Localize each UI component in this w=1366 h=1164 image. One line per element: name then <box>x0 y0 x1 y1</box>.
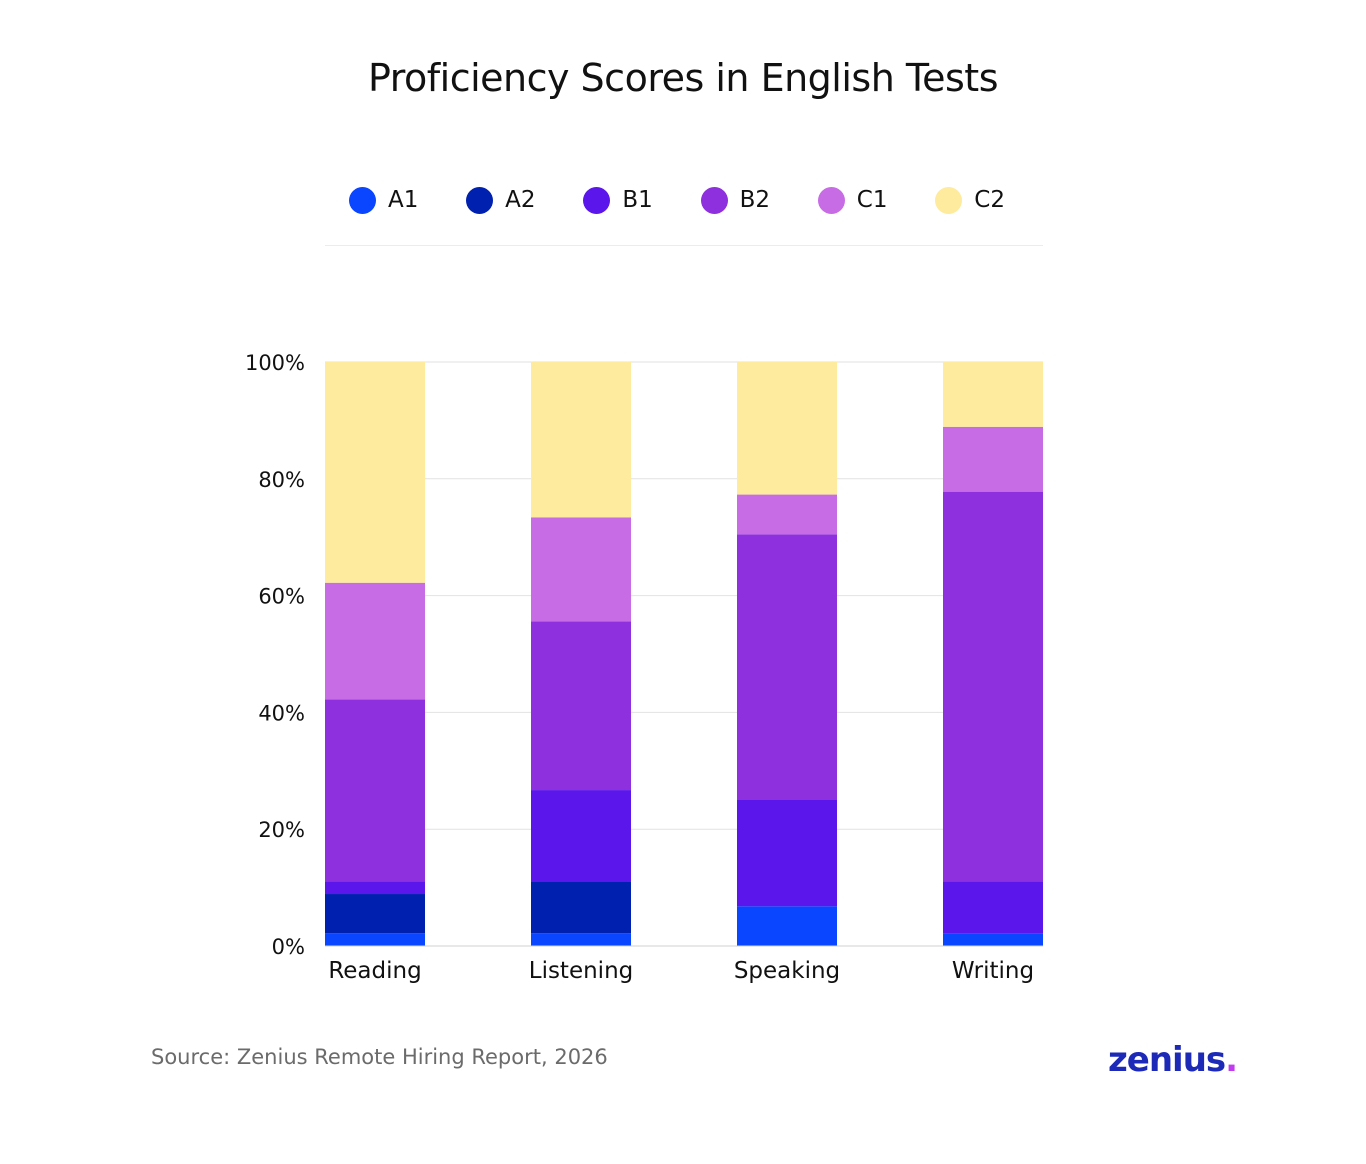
x-tick-label: Writing <box>952 958 1034 984</box>
legend-label: B1 <box>622 187 653 213</box>
legend-item-b1: B1 <box>583 186 653 214</box>
bar-segment-speaking-c2 <box>737 362 837 495</box>
legend-swatch <box>349 186 376 214</box>
x-tick-label: Listening <box>529 958 634 984</box>
source-note: Source: Zenius Remote Hiring Report, 202… <box>151 1045 608 1069</box>
bar-segment-reading-b1 <box>325 881 425 895</box>
bar-segment-writing-c2 <box>943 362 1043 427</box>
zenius-logo: zenius. <box>1108 1040 1238 1080</box>
x-tick-label: Reading <box>328 958 421 984</box>
legend-label: C2 <box>974 187 1005 213</box>
legend-swatch <box>583 186 611 214</box>
legend-swatch <box>817 186 845 214</box>
y-tick-label: 100% <box>245 351 305 375</box>
y-tick-label: 0% <box>272 935 305 959</box>
legend-swatch <box>700 186 728 214</box>
legend-label: A1 <box>388 187 419 213</box>
y-tick-label: 60% <box>258 585 305 609</box>
bar-segment-listening-c1 <box>531 517 631 622</box>
logo-text: zenius <box>1108 1040 1226 1080</box>
legend-label: C1 <box>856 187 888 213</box>
bar-segment-writing-c1 <box>943 426 1043 492</box>
y-tick-label: 20% <box>258 818 305 842</box>
chart-title: Proficiency Scores in English Tests <box>367 56 999 100</box>
logo-dot: . <box>1225 1040 1238 1080</box>
chart-legend: A1 A2 B1 B2 C1 C2 <box>325 180 1043 220</box>
bar-segment-reading-c2 <box>325 362 425 583</box>
legend-item-b2: B2 <box>700 186 770 214</box>
bar-segment-writing-b2 <box>943 491 1043 882</box>
legend-label: A2 <box>505 187 536 213</box>
bar-segment-speaking-b1 <box>737 800 837 907</box>
bar-segment-listening-b2 <box>531 621 631 791</box>
legend-divider <box>325 245 1043 246</box>
legend-swatch <box>466 186 494 214</box>
bar-segment-reading-c1 <box>325 582 425 700</box>
x-tick-label: Speaking <box>734 958 840 984</box>
y-tick-label: 80% <box>258 468 305 492</box>
y-tick-label: 40% <box>258 701 305 725</box>
bar-segment-writing-b1 <box>943 881 1043 934</box>
bar-segment-speaking-c1 <box>737 494 837 535</box>
bar-segment-listening-a1 <box>531 933 631 946</box>
legend-item-a2: A2 <box>466 186 536 214</box>
bar-segment-listening-c2 <box>531 362 631 518</box>
bar-segment-speaking-a1 <box>737 906 837 946</box>
legend-swatch <box>935 186 963 214</box>
legend-item-c2: C2 <box>935 186 1005 214</box>
bar-segment-listening-a2 <box>531 881 631 934</box>
legend-item-c1: C1 <box>817 186 888 214</box>
bar-segment-reading-b2 <box>325 699 425 882</box>
bar-segment-reading-a1 <box>325 933 425 946</box>
legend-label: B2 <box>739 187 770 213</box>
bar-segment-reading-a2 <box>325 894 425 934</box>
bar-segment-writing-a1 <box>943 933 1043 946</box>
legend-item-a1: A1 <box>349 186 419 214</box>
bar-segment-listening-b1 <box>531 790 631 882</box>
bar-segment-speaking-b2 <box>737 534 837 800</box>
